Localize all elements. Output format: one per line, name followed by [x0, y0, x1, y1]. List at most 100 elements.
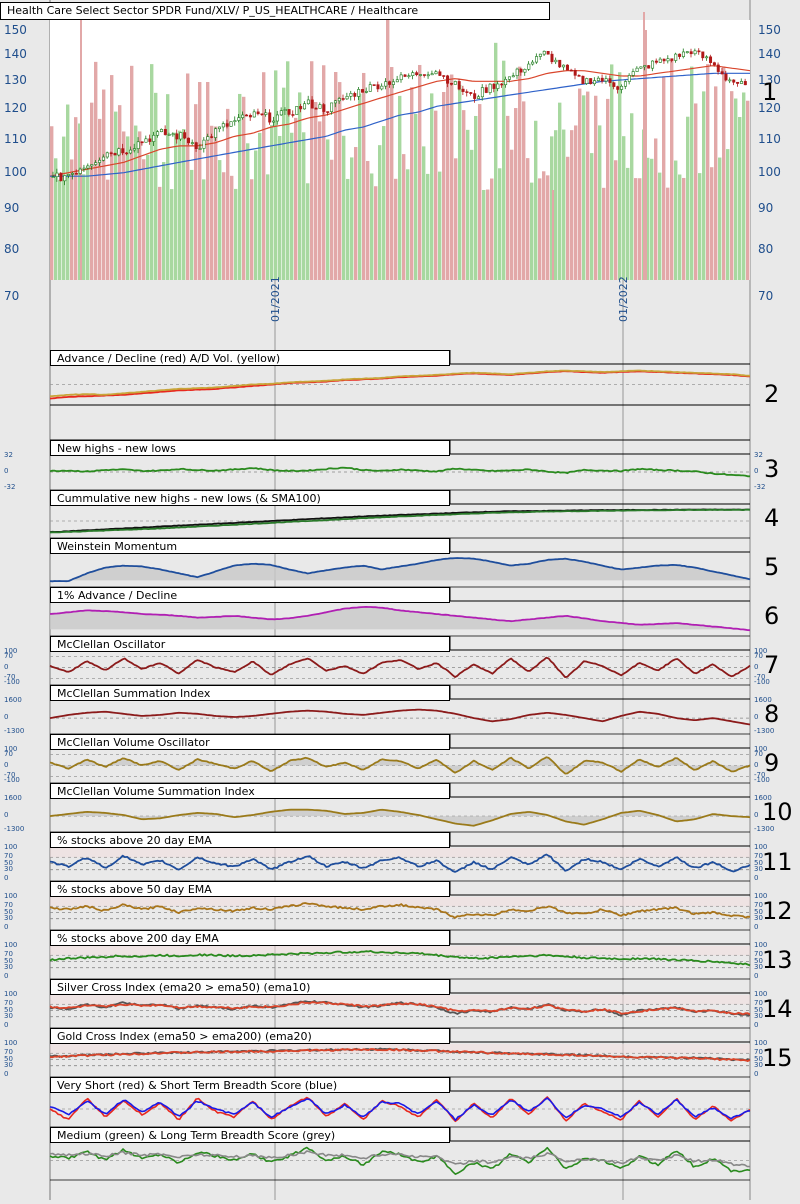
volume-bar	[526, 158, 530, 280]
volume-bar	[210, 125, 214, 280]
candle-down	[550, 53, 554, 63]
right-panel-tick: -70	[754, 771, 766, 780]
candle-down	[724, 73, 728, 81]
candle-up	[167, 134, 171, 136]
candle-down	[565, 64, 569, 71]
volume-bar	[58, 179, 62, 280]
panel-number: 12	[762, 897, 793, 925]
volume-bar	[686, 116, 690, 280]
left-panel-tick: -1300	[4, 825, 25, 833]
volume-bar	[446, 77, 450, 281]
candle-down	[743, 81, 747, 86]
left-panel-tick: 100	[4, 745, 18, 753]
candle-up	[90, 164, 94, 167]
volume-bar	[634, 178, 638, 280]
panel-title: New highs - new lows	[50, 440, 450, 456]
left-y-tick-label: 70	[4, 289, 20, 303]
candle-down	[310, 99, 314, 109]
volume-bar	[538, 178, 542, 280]
panel-title: % stocks above 50 day EMA	[50, 881, 450, 897]
candle-down	[720, 71, 724, 75]
candle-up	[538, 53, 542, 57]
candle-up	[596, 77, 600, 81]
volume-bar	[490, 178, 494, 280]
right-panel-tick: 100	[754, 843, 768, 851]
panel-title: Advance / Decline (red) A/D Vol. (yellow…	[50, 350, 450, 366]
candle-up	[480, 87, 484, 98]
left-panel-tick: 100	[4, 647, 18, 655]
candle-down	[326, 111, 330, 113]
candle-down	[712, 62, 716, 66]
right-panel-tick: 30	[754, 962, 763, 971]
volume-bar	[706, 64, 710, 280]
right-panel-tick: 70	[754, 852, 763, 861]
volume-bar	[578, 88, 582, 280]
left-panel-tick: 100	[4, 892, 18, 900]
candle-up	[620, 85, 624, 90]
candle-down	[473, 93, 477, 99]
candle-down	[361, 89, 365, 93]
candle-up	[623, 81, 627, 87]
volume-bar	[454, 158, 458, 280]
candle-up	[214, 128, 218, 138]
candle-down	[225, 123, 229, 127]
volume-bar	[270, 125, 274, 280]
candle-up	[272, 120, 276, 123]
left-panel-tick: 0	[4, 972, 9, 980]
volume-bar	[738, 117, 742, 280]
candle-up	[535, 56, 539, 63]
series-line	[49, 756, 751, 775]
candle-down	[569, 69, 573, 72]
left-panel-tick: 70	[4, 1048, 13, 1057]
volume-bar	[718, 157, 722, 280]
candle-down	[187, 137, 191, 144]
candle-up	[507, 76, 511, 80]
volume-bar	[230, 175, 234, 280]
volume-bar	[214, 126, 218, 281]
candle-up	[349, 93, 353, 97]
volume-bar	[102, 89, 106, 280]
panel-title: 1% Advance / Decline	[50, 587, 450, 603]
candle-up	[156, 131, 160, 136]
series-line	[49, 1150, 751, 1168]
volume-bar	[98, 118, 102, 281]
left-panel-tick: 0	[4, 874, 9, 882]
volume-bar	[462, 110, 466, 281]
candle-up	[303, 103, 307, 110]
candle-up	[658, 58, 662, 63]
right-panel-tick: -100	[754, 678, 770, 686]
volume-bar	[714, 86, 718, 280]
left-panel-tick: 1600	[4, 794, 22, 802]
volume-bar	[486, 189, 490, 280]
candle-up	[198, 148, 202, 150]
candle-down	[341, 98, 345, 100]
candle-up	[237, 117, 241, 121]
series-area-fill	[50, 809, 750, 826]
volume-bar	[302, 132, 306, 280]
right-panel-tick: 32	[754, 451, 763, 459]
left-panel-tick: 70	[4, 749, 13, 758]
volume-bar	[582, 95, 586, 280]
volume-bar	[242, 96, 246, 280]
volume-bar	[422, 146, 426, 280]
candle-up	[241, 114, 245, 118]
candle-down	[716, 64, 720, 72]
left-panel-tick: 30	[4, 1060, 13, 1069]
volume-bar	[362, 72, 366, 280]
right-panel-tick: 70	[754, 950, 763, 959]
panel-title: % stocks above 200 day EMA	[50, 930, 450, 946]
volume-bar	[286, 61, 290, 280]
volume-bar	[146, 154, 150, 280]
candle-down	[654, 60, 658, 63]
candle-down	[697, 50, 701, 53]
right-y-tick-label: 100	[758, 164, 781, 179]
volume-bar	[558, 102, 562, 281]
volume-bar	[670, 60, 674, 281]
panel-number: 5	[764, 553, 780, 581]
candle-up	[477, 96, 481, 99]
candle-up	[364, 91, 368, 93]
volume-bar	[342, 135, 346, 280]
candle-up	[705, 56, 709, 59]
right-y-tick-label: 70	[758, 289, 774, 303]
right-panel-tick: 50	[754, 1054, 763, 1063]
